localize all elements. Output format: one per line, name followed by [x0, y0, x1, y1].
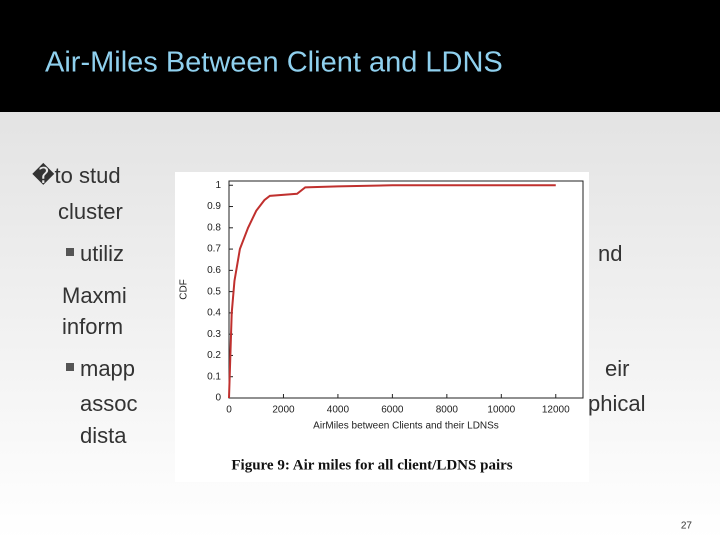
y-tick-label: 0.8	[207, 222, 221, 233]
x-tick-label: 2000	[272, 405, 295, 416]
x-tick-label: 0	[226, 405, 232, 416]
text-fragment: mapp	[80, 356, 135, 381]
body-text: �to stud cluster utiliz nd Maxmi inform mapp ei…	[32, 162, 645, 448]
text-fragment: nd	[598, 241, 622, 266]
text-fragment: utiliz	[80, 241, 124, 266]
y-tick-label: 0.6	[207, 265, 221, 276]
text-fragment: eir	[605, 356, 629, 381]
figure-caption: Figure 9: Air miles for all client/LDNS …	[231, 457, 512, 473]
chart: 0 0.1 0.2 0.3 0.4 0.5 0.6 0.7 0.8 0.9 1 0 2000 4000 60…	[179, 180, 584, 432]
y-tick-label: 0.2	[207, 350, 221, 361]
bullet	[66, 248, 74, 256]
text-fragment: phical	[588, 391, 645, 416]
y-axis-label: CDF	[179, 279, 190, 300]
cdf-line	[228, 184, 556, 399]
text-fragment: �to stud	[32, 162, 121, 188]
y-tick-label: 0.9	[207, 201, 221, 212]
plot-frame	[228, 180, 584, 399]
text-fragment: dista	[80, 423, 127, 448]
bullet	[66, 363, 74, 371]
x-tick-label: 6000	[381, 405, 404, 416]
text-fragment: Maxmi	[62, 283, 127, 308]
y-tick-label: 0.4	[207, 308, 221, 319]
x-tick-label: 12000	[542, 405, 570, 416]
y-tick-label: 0.5	[207, 286, 221, 297]
x-tick-label: 4000	[327, 405, 350, 416]
x-axis-label: AirMiles between Clients and their LDNSs	[313, 421, 499, 432]
slide-title: Air-Miles Between Client and LDNS	[45, 47, 503, 79]
x-tick-label: 8000	[436, 405, 459, 416]
y-tick-label: 0.7	[207, 244, 221, 255]
y-tick-label: 0	[215, 393, 221, 404]
y-tick-label: 0.3	[207, 329, 221, 340]
y-tick-label: 1	[215, 180, 221, 191]
page-number: 27	[681, 521, 693, 532]
y-tick-label: 0.1	[207, 371, 221, 382]
figure-panel	[175, 172, 589, 482]
x-tick-label: 10000	[487, 405, 515, 416]
text-fragment: assoc	[80, 391, 137, 416]
title-bar	[0, 0, 720, 112]
text-fragment: inform	[62, 314, 123, 339]
text-fragment: cluster	[58, 199, 123, 224]
